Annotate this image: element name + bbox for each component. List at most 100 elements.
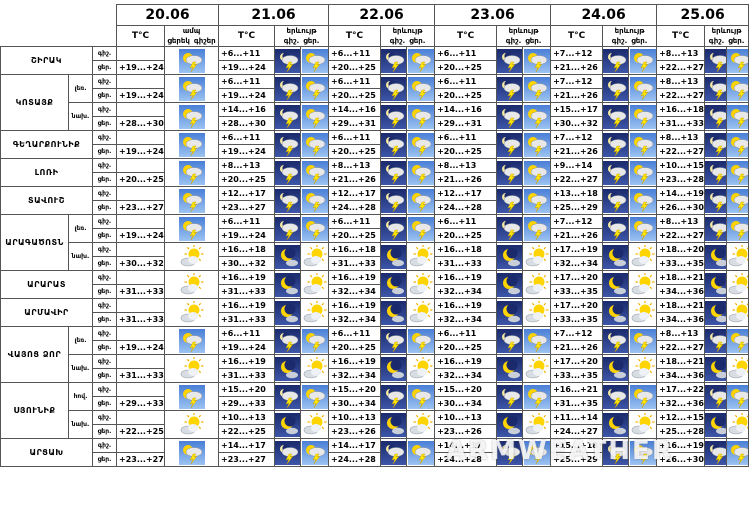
- day-weather-cell: [300, 74, 330, 103]
- temp-night: +15...+17: [550, 102, 604, 117]
- night-weather-cell: [380, 410, 408, 439]
- night-weather-cell: [380, 354, 408, 383]
- day-label: ցեր.: [525, 37, 542, 45]
- temp-day: +31...+35: [550, 396, 604, 411]
- night-weather-cell: [380, 46, 408, 75]
- moon-cloud-icon: [275, 412, 300, 437]
- day-weather-cell: [628, 270, 658, 299]
- phenomenon-header: երևույթ գիշ. ցեր.: [704, 25, 750, 47]
- night-weather-cell: [274, 410, 302, 439]
- temp-night: +14...+16: [328, 102, 382, 117]
- weather-cell: [164, 382, 220, 411]
- storm-night-icon: [275, 160, 300, 185]
- temp-night: [116, 46, 166, 61]
- night-weather-cell: [602, 186, 630, 215]
- night-label: գիշ.: [91, 74, 118, 89]
- phenomenon-header: երևույթ գիշ. ցեր.: [496, 25, 552, 47]
- day-label: ցեր.: [91, 228, 118, 243]
- temp-day: +32...+34: [434, 284, 498, 299]
- temp-day: +21...+26: [550, 228, 604, 243]
- temp-day: +33...+35: [550, 368, 604, 383]
- cloud-sun-icon: [629, 412, 656, 437]
- temp-day: +33...+35: [656, 256, 706, 271]
- night-weather-cell: [704, 186, 728, 215]
- temp-night: +6...+11: [328, 46, 382, 61]
- night-weather-cell: [380, 298, 408, 327]
- night-weather-cell: [602, 382, 630, 411]
- day-weather-cell: [300, 382, 330, 411]
- storm-sun-icon: [727, 328, 748, 353]
- temp-night: [116, 438, 166, 453]
- temp-night: +12...+17: [434, 186, 498, 201]
- temp-day: +20...+25: [434, 144, 498, 159]
- temp-day: +31...+33: [218, 284, 276, 299]
- night-weather-cell: [496, 102, 524, 131]
- temp-day: +23...+27: [116, 452, 166, 467]
- phenomenon-label: երևույթ: [392, 27, 423, 35]
- night-label: գիշ.: [91, 102, 118, 117]
- date-header: 22.06: [328, 4, 436, 26]
- day-weather-cell: [726, 130, 750, 159]
- storm-night-icon: [275, 440, 300, 465]
- day-weather-cell: [726, 382, 750, 411]
- night-weather-cell: [274, 382, 302, 411]
- storm-night-icon: [705, 440, 726, 465]
- temp-day: +30...+32: [116, 256, 166, 271]
- cloud-sun-icon: [407, 356, 434, 381]
- temp-night: +14...+17: [218, 438, 276, 453]
- night-weather-cell: [380, 270, 408, 299]
- temp-day: +29...+31: [328, 116, 382, 131]
- temp-night: +17...+22: [656, 382, 706, 397]
- temp-day: +31...+33: [328, 256, 382, 271]
- day-label: ցեր.: [91, 284, 118, 299]
- temp-day: +32...+34: [550, 256, 604, 271]
- storm-sun-icon: [407, 132, 434, 157]
- phenomenon-header: երևույթ գիշ. ցեր.: [602, 25, 658, 47]
- temp-day: +31...+33: [218, 368, 276, 383]
- day-weather-cell: [726, 74, 750, 103]
- storm-sun-icon: [178, 384, 205, 409]
- storm-night-icon: [497, 188, 522, 213]
- region-name: ԱՐԱՐԱՏ: [0, 270, 93, 299]
- temp-night: +14...+16: [434, 102, 498, 117]
- temp-day: +19...+24: [116, 228, 166, 243]
- storm-sun-icon: [301, 76, 328, 101]
- temp-day: +19...+24: [218, 228, 276, 243]
- temp-day: +20...+25: [434, 60, 498, 75]
- temp-night: +11...+14: [550, 410, 604, 425]
- night-label: գիշ.: [505, 37, 522, 45]
- temp-night: +6...+11: [218, 74, 276, 89]
- moon-cloud-icon: [497, 272, 522, 297]
- temp-day: +33...+35: [550, 312, 604, 327]
- temp-day: +33...+35: [550, 284, 604, 299]
- date-header: 25.06: [656, 4, 750, 26]
- cloud-sun-icon: [523, 272, 550, 297]
- temp-day: +21...+26: [550, 60, 604, 75]
- storm-night-icon: [603, 48, 628, 73]
- storm-night-icon: [497, 384, 522, 409]
- date-header: 24.06: [550, 4, 658, 26]
- day-weather-cell: [628, 354, 658, 383]
- temp-night: +13...+18: [550, 186, 604, 201]
- region-row: ԳԵՂԱՐՔՈՒՆԻՔ գիշ. +6...+11 +6...+11 +6...+11 +…: [0, 130, 750, 159]
- day-weather-cell: [726, 46, 750, 75]
- storm-night-icon: [603, 76, 628, 101]
- temp-night: +17...+19: [550, 242, 604, 257]
- phenomenon-label: երևույթ: [614, 27, 645, 35]
- region-row-day: ցեր. +29...+33 +29...+33 +30...+34 +30...+34…: [1, 396, 749, 411]
- day-weather-cell: [726, 214, 750, 243]
- moon-cloud-icon: [705, 272, 726, 297]
- day-weather-cell: [300, 46, 330, 75]
- region-row: ՍՅՈՒՆԻՔ հով. գիշ. +15...+20 +15...+20 +15...+…: [0, 382, 750, 439]
- temp-col-header: T°C: [656, 25, 706, 47]
- night-weather-cell: [274, 130, 302, 159]
- date-row: 20.06 21.06 22.06 23.06 24.06 25.06: [0, 4, 750, 47]
- moon-cloud-icon: [705, 412, 726, 437]
- day-weather-cell: [406, 298, 436, 327]
- temp-day: +29...+31: [434, 116, 498, 131]
- day-night-label: ցերեկ գիշեր: [166, 36, 218, 46]
- moon-cloud-icon: [705, 244, 726, 269]
- temp-day: +32...+34: [434, 368, 498, 383]
- temp-night: +16...+18: [434, 242, 498, 257]
- storm-sun-icon: [301, 104, 328, 129]
